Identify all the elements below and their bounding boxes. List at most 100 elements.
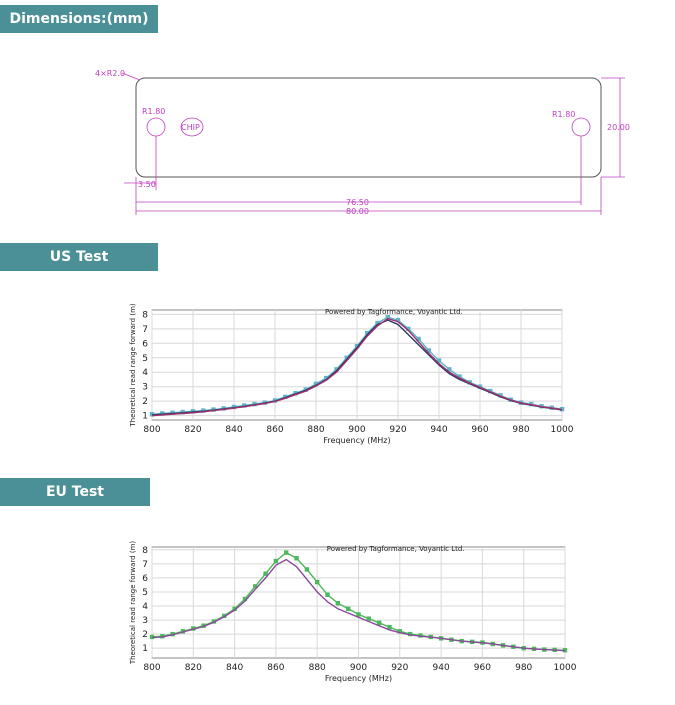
data-point: [334, 367, 339, 372]
data-point: [406, 326, 411, 332]
data-point: [375, 320, 380, 326]
data-point: [345, 606, 351, 612]
data-point: [447, 367, 452, 372]
x-tick-label: 800: [143, 425, 160, 435]
y-tick-label: 6: [142, 574, 148, 584]
leader: [121, 72, 141, 81]
dim-label: 76.50: [346, 198, 369, 207]
data-point: [283, 394, 288, 400]
y-tick-label: 2: [142, 397, 148, 407]
y-tick-label: 3: [142, 616, 148, 626]
data-point: [365, 330, 370, 336]
data-point: [457, 374, 462, 379]
data-point: [436, 358, 442, 363]
section-heading: US Test: [0, 243, 158, 271]
section-heading: EU Test: [0, 478, 150, 506]
dim-label: 80.00: [346, 207, 369, 216]
data-point: [385, 315, 390, 320]
x-axis-label: Frequency (MHz): [323, 436, 390, 445]
x-tick-label: 860: [266, 425, 283, 435]
y-tick-label: 6: [142, 339, 148, 349]
y-axis-label: Theoretical read range forward (m): [129, 541, 137, 666]
annotation: Powered by Tagformance, Voyantic Ltd.: [327, 545, 465, 553]
dim-label: 4×R2.0: [95, 69, 125, 78]
data-point: [313, 381, 319, 387]
data-point: [273, 558, 279, 564]
data-point: [344, 355, 349, 360]
data-point: [180, 409, 185, 415]
y-tick-label: 7: [142, 560, 148, 570]
x-tick-label: 820: [185, 663, 202, 673]
data-point: [232, 606, 237, 612]
y-tick-label: 8: [142, 310, 148, 320]
data-point: [529, 401, 534, 407]
data-point: [242, 596, 248, 602]
x-tick-label: 1000: [554, 663, 577, 673]
series-line: [151, 558, 566, 652]
x-tick-label: 840: [226, 663, 243, 673]
dimension-drawing: 4×R2.0 R1.80 CHIP R1.80 20.00 3.50 76.50…: [95, 69, 630, 216]
y-tick-label: 1: [142, 412, 148, 422]
data-point: [354, 343, 360, 349]
data-point: [294, 556, 299, 561]
annotation: Powered by Tagformance, Voyantic Ltd.: [325, 308, 463, 316]
y-tick-label: 3: [142, 383, 148, 393]
y-axis-label: Theoretical read range forward (m): [129, 303, 137, 428]
data-point: [253, 584, 258, 589]
x-tick-label: 980: [512, 425, 529, 435]
data-point: [376, 620, 382, 626]
data-point: [397, 629, 402, 634]
x-tick-label: 800: [143, 663, 160, 673]
data-point: [335, 601, 341, 606]
data-point: [416, 336, 421, 342]
dim-label: R1.80: [142, 107, 165, 116]
data-point: [387, 624, 392, 630]
tag-outline: [135, 77, 602, 178]
hole: [146, 117, 166, 137]
data-point: [304, 567, 310, 572]
dim-label: 3.50: [138, 180, 156, 189]
data-point: [252, 401, 257, 407]
section-heading: Dimensions:(mm): [0, 5, 158, 33]
x-tick-label: 820: [184, 425, 201, 435]
x-tick-label: 900: [348, 425, 365, 435]
y-tick-label: 1: [142, 644, 148, 654]
x-tick-label: 880: [307, 425, 324, 435]
data-point: [315, 579, 320, 585]
data-point: [356, 612, 361, 617]
data-point: [395, 317, 401, 323]
data-point: [170, 410, 175, 415]
data-point: [324, 375, 329, 381]
data-point: [231, 404, 237, 410]
data-point: [426, 348, 431, 353]
x-axis-label: Frequency (MHz): [325, 674, 392, 683]
dim-label: CHIP: [181, 123, 200, 132]
series-line: [151, 317, 563, 417]
y-tick-label: 4: [142, 602, 148, 612]
x-tick-label: 860: [267, 663, 284, 673]
y-tick-label: 2: [142, 630, 148, 640]
x-tick-label: 1000: [551, 425, 574, 435]
x-tick-label: 920: [389, 425, 406, 435]
x-tick-label: 940: [430, 425, 447, 435]
x-tick-label: 960: [471, 425, 488, 435]
y-tick-label: 5: [142, 588, 148, 598]
x-tick-label: 840: [225, 425, 242, 435]
y-tick-label: 7: [142, 325, 148, 335]
data-point: [325, 592, 330, 597]
y-tick-label: 8: [142, 546, 148, 556]
x-tick-label: 980: [515, 663, 532, 673]
x-tick-label: 960: [474, 663, 491, 673]
data-point: [201, 408, 206, 413]
chip-outline: [180, 117, 204, 137]
data-point: [366, 616, 372, 621]
data-point: [160, 411, 165, 416]
data-point: [263, 571, 268, 576]
dim-label: R1.80: [552, 110, 575, 119]
data-point: [284, 550, 289, 555]
x-tick-label: 940: [433, 663, 450, 673]
data-point: [242, 403, 247, 408]
y-tick-label: 4: [142, 368, 148, 378]
